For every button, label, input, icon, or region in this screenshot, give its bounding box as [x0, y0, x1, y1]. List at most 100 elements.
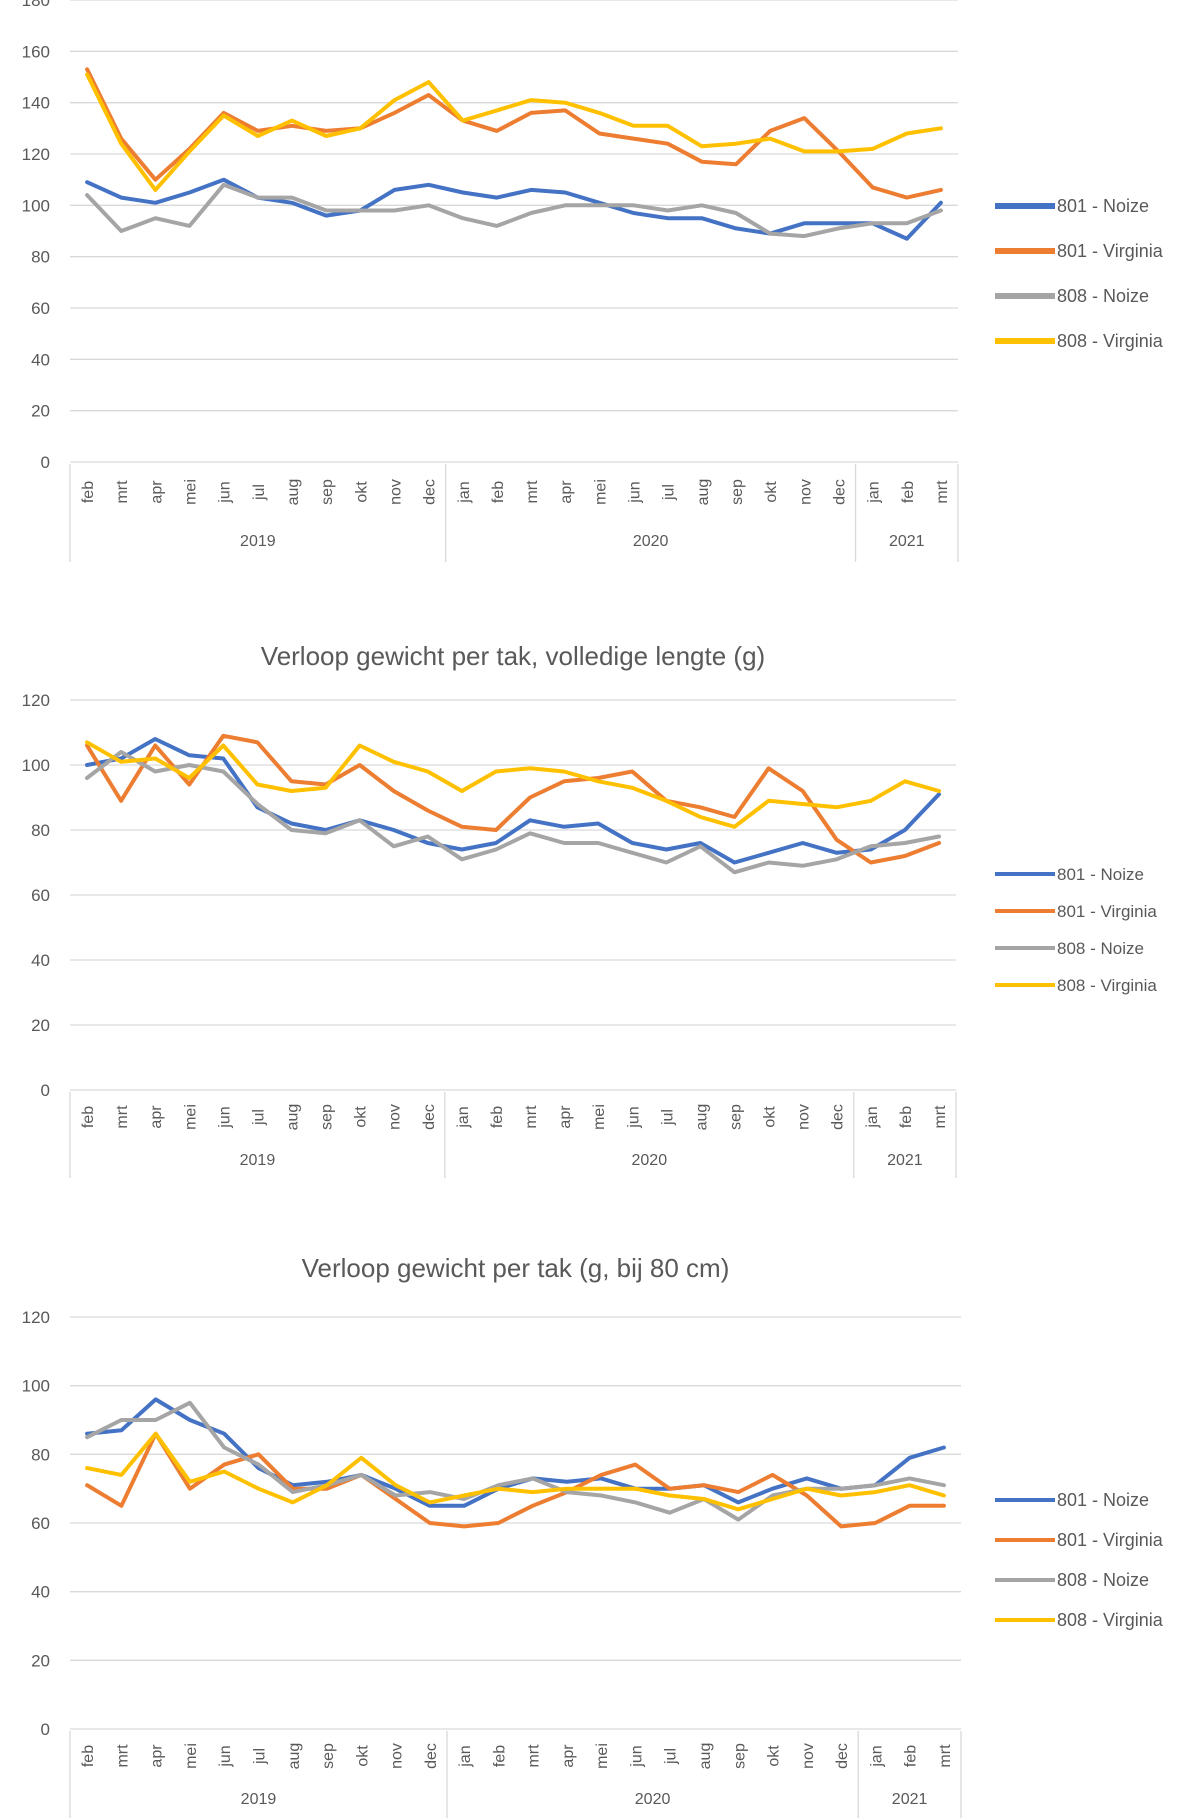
x-tick-label: sep	[319, 479, 336, 505]
x-tick-label: mei	[183, 479, 200, 505]
y-tick-label: 0	[41, 1720, 50, 1739]
x-tick-label: feb	[900, 481, 917, 503]
legend-label: 801 - Virginia	[1057, 902, 1157, 921]
y-tick-label: 40	[31, 951, 50, 970]
year-label: 2021	[892, 1791, 928, 1808]
x-tick-label: jun	[217, 481, 234, 503]
x-tick-label: mrt	[114, 480, 131, 504]
x-tick-label: aug	[285, 479, 302, 506]
legend: 801 - Noize 801 - Virginia 808 - Noize 808 …	[995, 196, 1164, 351]
x-tick-label: sep	[729, 479, 746, 505]
y-tick-label: 100	[22, 1377, 50, 1396]
x-tick-label: jan	[456, 481, 473, 503]
x-tick-label: feb	[491, 1745, 508, 1767]
legend-label: 801 - Noize	[1057, 865, 1144, 884]
x-tick-label: aug	[693, 1104, 710, 1131]
legend-label: 801 - Virginia	[1057, 1530, 1164, 1550]
x-tick-label: mrt	[114, 1744, 131, 1768]
y-tick-label: 20	[31, 1016, 50, 1035]
x-tick-label: dec	[831, 479, 848, 505]
legend-label: 801 - Noize	[1057, 1490, 1149, 1510]
legend-label: 808 - Virginia	[1057, 1610, 1164, 1630]
x-tick-label: mrt	[526, 1744, 543, 1768]
y-tick-label: 40	[31, 1583, 50, 1602]
y-tick-label: 60	[31, 299, 50, 318]
x-tick-label: jun	[217, 1745, 234, 1767]
series-line-801-virginia	[85, 733, 941, 865]
y-tick-label: 80	[31, 821, 50, 840]
x-tick-label: okt	[763, 481, 780, 503]
y-tick-label: 100	[22, 756, 50, 775]
x-tick-label: dec	[422, 479, 439, 505]
x-tick-label: okt	[354, 1745, 371, 1767]
x-tick-label: dec	[834, 1743, 851, 1769]
y-tick-label: 0	[41, 453, 50, 472]
chart-title: Verloop gewicht per tak (g, bij 80 cm)	[302, 1253, 730, 1283]
y-tick-label: 20	[31, 1651, 50, 1670]
x-tick-label: jan	[455, 1106, 472, 1128]
series-line-801-virginia	[85, 67, 943, 200]
legend-label: 808 - Virginia	[1057, 976, 1157, 995]
x-tick-label: mei	[592, 479, 609, 505]
legend-label: 808 - Noize	[1057, 939, 1144, 958]
chart-title: Verloop gewicht per tak, volledige lengt…	[261, 641, 765, 671]
legend-label: 808 - Noize	[1057, 286, 1149, 306]
x-tick-label: feb	[80, 1106, 97, 1128]
year-label: 2020	[633, 533, 669, 550]
y-tick-label: 0	[41, 1081, 50, 1100]
x-tick-label: jul	[251, 1748, 268, 1765]
x-tick-label: sep	[728, 1104, 745, 1130]
y-tick-label: 100	[22, 196, 50, 215]
x-tick-label: feb	[80, 1745, 97, 1767]
legend-label: 808 - Virginia	[1057, 331, 1164, 351]
y-tick-label: 80	[31, 1445, 50, 1464]
chart-2: Verloop gewicht per tak, volledige lengt…	[22, 641, 1157, 1178]
series-line-801-noize	[85, 177, 943, 241]
chart-3: Verloop gewicht per tak (g, bij 80 cm) 0 2…	[22, 1253, 1164, 1818]
y-tick-label: 120	[22, 145, 50, 164]
x-tick-label: jun	[628, 1745, 645, 1767]
x-tick-label: feb	[903, 1745, 920, 1767]
x-tick-label: apr	[560, 1744, 577, 1768]
x-tick-label: apr	[148, 480, 165, 504]
year-label: 2019	[240, 533, 276, 550]
year-label: 2020	[632, 1152, 668, 1169]
x-tick-label: apr	[149, 1744, 166, 1768]
x-tick-label: mrt	[934, 480, 951, 504]
x-tick-label: mei	[183, 1743, 200, 1769]
x-tick-label: jul	[659, 1109, 676, 1126]
y-tick-label: 20	[31, 402, 50, 421]
y-tick-label: 80	[31, 248, 50, 267]
series-line-808-noize	[85, 750, 941, 875]
x-tick-label: feb	[80, 481, 97, 503]
x-tick-label: mei	[594, 1743, 611, 1769]
x-tick-label: feb	[898, 1106, 915, 1128]
x-tick-label: dec	[421, 1104, 438, 1130]
x-tick-label: apr	[558, 480, 575, 504]
year-label: 2021	[889, 533, 925, 550]
x-tick-label: aug	[697, 1743, 714, 1770]
y-tick-label: 180	[22, 0, 50, 10]
x-tick-label: mei	[182, 1104, 199, 1130]
x-tick-label: nov	[389, 1743, 406, 1769]
x-tick-label: nov	[387, 1104, 404, 1130]
x-tick-label: jan	[457, 1745, 474, 1767]
x-tick-label: apr	[557, 1105, 574, 1129]
x-tick-label: jul	[663, 1748, 680, 1765]
legend-label: 808 - Noize	[1057, 1570, 1149, 1590]
x-tick-label: jun	[627, 481, 644, 503]
x-tick-label: okt	[353, 1106, 370, 1128]
y-tick-label: 120	[22, 1308, 50, 1327]
x-tick-label: mrt	[937, 1744, 954, 1768]
x-tick-label: dec	[423, 1743, 440, 1769]
legend: 801 - Noize 801 - Virginia 808 - Noize 808 …	[995, 865, 1157, 995]
x-tick-label: mrt	[524, 480, 541, 504]
x-tick-label: feb	[490, 481, 507, 503]
x-tick-label: sep	[731, 1743, 748, 1769]
x-tick-label: okt	[762, 1106, 779, 1128]
x-tick-label: aug	[286, 1743, 303, 1770]
x-tick-label: okt	[353, 481, 370, 503]
series-line-808-virginia	[85, 1431, 946, 1512]
